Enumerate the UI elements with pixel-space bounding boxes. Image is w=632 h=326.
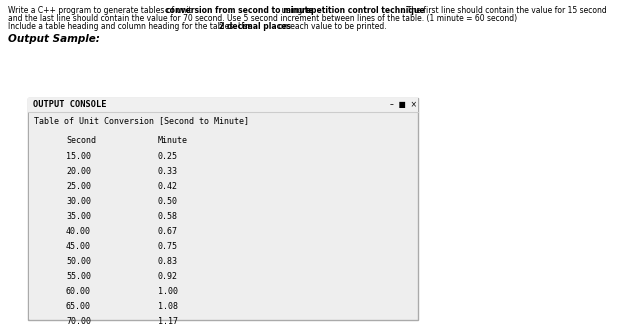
Text: 0.50: 0.50 [158,197,178,206]
Text: 0.67: 0.67 [158,227,178,236]
Text: 65.00: 65.00 [66,302,91,311]
Text: Table of Unit Conversion [Second to Minute]: Table of Unit Conversion [Second to Minu… [34,116,249,125]
Text: on each value to be printed.: on each value to be printed. [276,22,387,31]
Text: 55.00: 55.00 [66,272,91,281]
Text: 45.00: 45.00 [66,242,91,251]
Text: 1.00: 1.00 [158,287,178,296]
Text: 1.08: 1.08 [158,302,178,311]
Text: Minute: Minute [158,136,188,145]
Text: 20.00: 20.00 [66,167,91,176]
Text: 35.00: 35.00 [66,212,91,221]
Text: conversion from second to minute: conversion from second to minute [166,6,314,15]
Text: Write a C++ program to generate tables of unit: Write a C++ program to generate tables o… [8,6,194,15]
Text: 0.42: 0.42 [158,182,178,191]
Text: 70.00: 70.00 [66,317,91,326]
Text: 25.00: 25.00 [66,182,91,191]
Text: . The first line should contain the value for 15 second: . The first line should contain the valu… [402,6,607,15]
Text: 0.33: 0.33 [158,167,178,176]
Text: using: using [279,6,305,15]
Text: 0.58: 0.58 [158,212,178,221]
FancyBboxPatch shape [28,98,418,112]
FancyBboxPatch shape [28,98,418,320]
Text: 0.75: 0.75 [158,242,178,251]
Text: Output Sample:: Output Sample: [8,34,100,44]
Text: 0.83: 0.83 [158,257,178,266]
Text: Include a table heading and column heading for the tables. Use: Include a table heading and column headi… [8,22,255,31]
FancyBboxPatch shape [29,112,417,319]
Text: 40.00: 40.00 [66,227,91,236]
Text: 60.00: 60.00 [66,287,91,296]
Text: and the last line should contain the value for 70 second. Use 5 second increment: and the last line should contain the val… [8,14,517,23]
Text: –  ■  ×: – ■ × [390,100,417,110]
Text: Second: Second [66,136,96,145]
Text: 0.25: 0.25 [158,152,178,161]
Text: 0.92: 0.92 [158,272,178,281]
Text: 15.00: 15.00 [66,152,91,161]
Text: 2 decimal places: 2 decimal places [219,22,291,31]
Text: repetition control technique: repetition control technique [303,6,425,15]
Text: 1.17: 1.17 [158,317,178,326]
Text: OUTPUT CONSOLE: OUTPUT CONSOLE [33,100,107,109]
Text: 50.00: 50.00 [66,257,91,266]
Text: 30.00: 30.00 [66,197,91,206]
